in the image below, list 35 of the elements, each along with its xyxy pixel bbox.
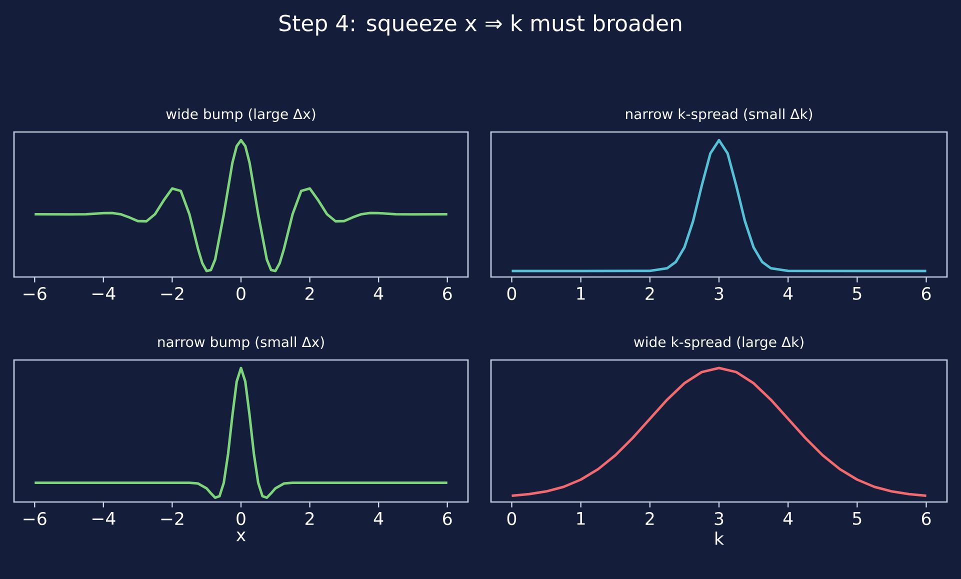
x-tick-label: 2 — [646, 287, 654, 300]
x-tick-label: 0 — [236, 287, 246, 300]
x-tick-label: −2 — [161, 287, 184, 300]
x-tick-label: 6 — [443, 287, 452, 300]
x-tick-label: 6 — [922, 512, 931, 526]
x-tick-label: 1 — [577, 512, 585, 525]
x-tick-label: −4 — [92, 512, 116, 525]
x-tick-label: 0 — [507, 512, 516, 526]
x-tick-label: 2 — [306, 287, 314, 300]
x-axis-title: k — [716, 532, 724, 545]
x-tick-label: 0 — [236, 512, 246, 526]
x-tick-label: 4 — [374, 287, 384, 300]
x-tick-label: −2 — [161, 512, 184, 525]
chart-title: narrow bump (small Δx) — [158, 336, 324, 350]
x-tick-label: 4 — [374, 512, 384, 525]
x-tick-label: 4 — [783, 512, 793, 525]
x-tick-label: 2 — [646, 512, 654, 525]
x-tick-label: −6 — [24, 512, 46, 526]
x-tick-label: 6 — [443, 512, 452, 526]
chart-title: wide bump (large Δx) — [166, 108, 316, 122]
x-tick-label: −6 — [24, 287, 46, 300]
x-axis-title: x — [236, 532, 246, 542]
x-tick-label: 4 — [783, 287, 793, 300]
x-tick-label: 0 — [507, 287, 516, 300]
chart-title: wide k-spread (large Δk) — [634, 336, 804, 350]
x-tick-label: 3 — [714, 287, 724, 300]
x-tick-label: 1 — [577, 287, 585, 300]
chart-title: narrow k-spread (small Δk) — [626, 108, 812, 122]
x-tick-label: −4 — [92, 287, 116, 300]
x-tick-label: 3 — [714, 512, 724, 526]
text: Step 4: squeeze x ⇒ k must broaden — [280, 14, 682, 36]
x-tick-label: 2 — [306, 512, 314, 525]
x-tick-label: 5 — [853, 512, 862, 525]
x-tick-label: 5 — [853, 287, 862, 300]
x-tick-label: 6 — [922, 287, 931, 300]
